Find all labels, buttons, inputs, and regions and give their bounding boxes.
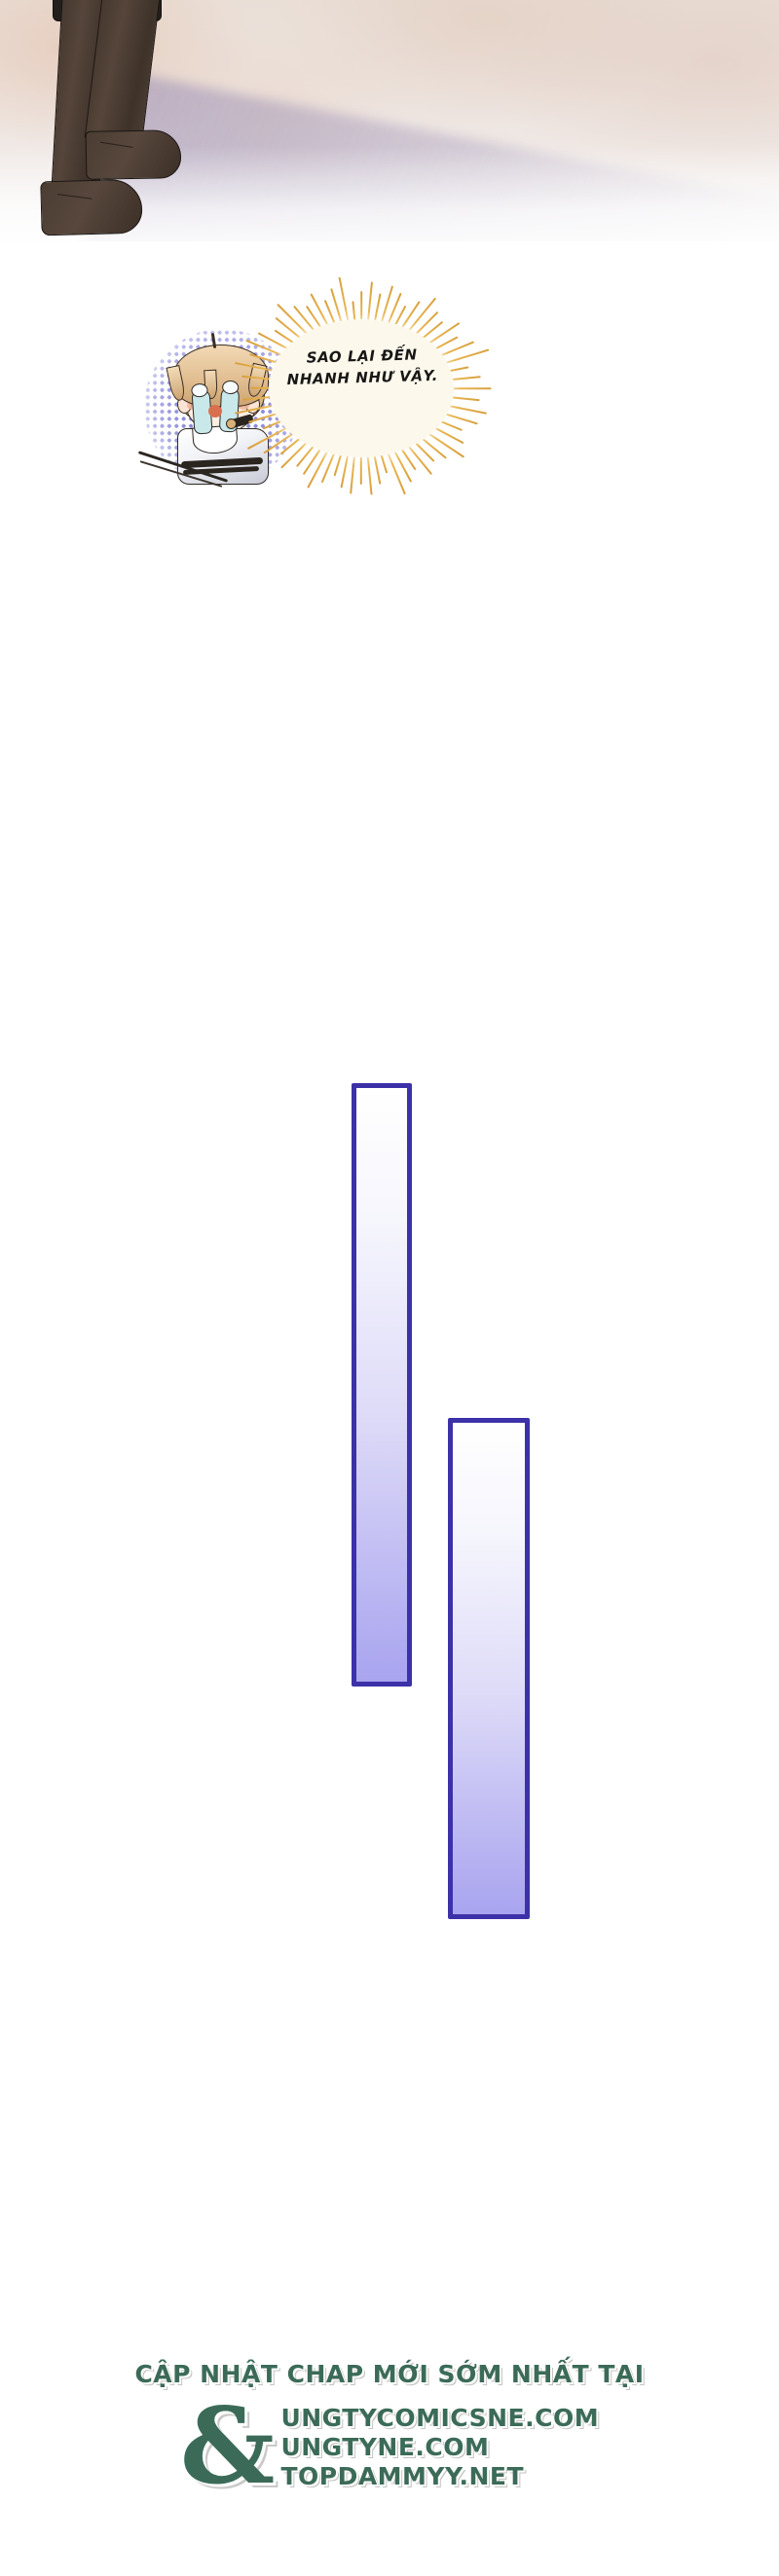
- sword-pommel: [226, 418, 237, 429]
- mouth-open: [208, 405, 222, 417]
- shoe-front: [85, 129, 182, 180]
- shoe-crease: [56, 194, 93, 200]
- watermark-body: & UNGTYCOMICSNE.COM UNGTYNE.COM TOPDAMMY…: [0, 2385, 779, 2508]
- shoe-back: [40, 178, 143, 236]
- watermark-site-3[interactable]: TOPDAMMYY.NET: [280, 2462, 525, 2491]
- watermark-site-list: UNGTYCOMICSNE.COM UNGTYNE.COM TOPDAMMYY.…: [280, 2404, 599, 2490]
- panel-man-legs: [0, 0, 779, 241]
- burst-ray: [359, 448, 363, 485]
- gradient-bar-right: [448, 1418, 530, 1919]
- shoe-crease: [99, 141, 133, 149]
- eye-left: [191, 382, 208, 398]
- gradient-bar-left: [352, 1083, 412, 1687]
- panel-crying-chibi: SAO LẠI ĐẾN NHANH NHƯ VẬY.: [0, 276, 779, 545]
- watermark-headline: CẬP NHẬT CHAP MỚI SỚM NHẤT TẠI: [134, 2360, 645, 2388]
- burst-rays: [234, 276, 492, 495]
- eye-right: [221, 380, 240, 395]
- radial-burst-bubble: SAO LẠI ĐẾN NHANH NHƯ VẬY.: [234, 276, 492, 495]
- ampersand-logo: &: [179, 2385, 276, 2508]
- bubble-text: SAO LẠI ĐẾN NHANH NHƯ VẬY.: [279, 345, 444, 391]
- watermark-site-1[interactable]: UNGTYCOMICSNE.COM: [280, 2404, 600, 2433]
- site-watermark: CẬP NHẬT CHAP MỚI SỚM NHẤT TẠI & UNGTYCO…: [0, 2360, 779, 2525]
- watermark-site-2[interactable]: UNGTYNE.COM: [280, 2433, 490, 2462]
- bubble-text-line-2: NHANH NHƯ VẬY.: [286, 366, 439, 389]
- bubble-fill: [269, 319, 454, 457]
